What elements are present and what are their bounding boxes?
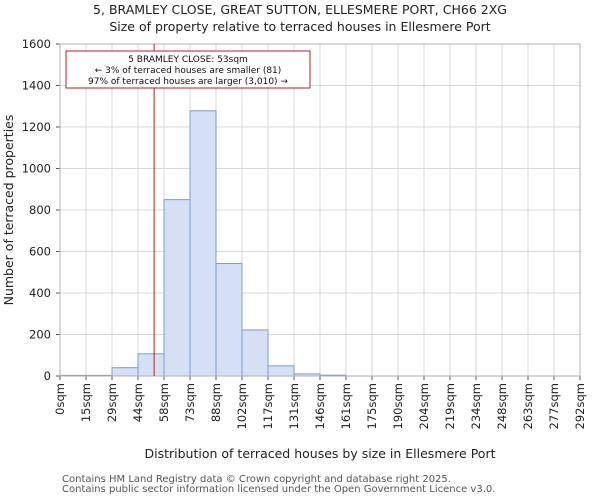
- annotation: 5 BRAMLEY CLOSE: 53sqm ← 3% of terraced …: [65, 50, 311, 89]
- bar: [189, 110, 217, 377]
- bar: [163, 199, 191, 377]
- x-axis-label: Distribution of terraced houses by size …: [145, 446, 496, 461]
- bar: [111, 367, 139, 377]
- y-axis-label: Number of terraced properties: [1, 115, 16, 306]
- annotation-box: [65, 50, 311, 89]
- x-tick-label: 29sqm: [105, 383, 119, 422]
- x-tick-label: 117sqm: [261, 383, 275, 429]
- x-tick-label: 73sqm: [183, 383, 197, 422]
- x-axis: 0sqm 15sqm 29sqm 44sqm 58sqm 73sqm 88sqm 102sqm…: [53, 376, 587, 429]
- y-tick-label: 400: [29, 286, 51, 300]
- bars: [59, 110, 347, 377]
- x-tick-label: 88sqm: [209, 383, 223, 422]
- x-tick-label: 102sqm: [235, 383, 249, 429]
- y-tick-label: 1400: [22, 79, 51, 93]
- plot-frame: [59, 43, 581, 377]
- footer-line-1: Contains HM Land Registry data © Crown c…: [62, 474, 451, 485]
- x-tick-label: 131sqm: [287, 383, 301, 429]
- chart-title: 5, BRAMLEY CLOSE, GREAT SUTTON, ELLESMER…: [93, 2, 507, 17]
- x-tick-label: 58sqm: [157, 383, 171, 422]
- footer-line-2: Contains public sector information licen…: [62, 484, 496, 495]
- x-tick-label: 204sqm: [417, 383, 431, 429]
- bar: [267, 365, 295, 377]
- x-tick-label: 219sqm: [443, 383, 457, 429]
- x-tick-label: 292sqm: [573, 383, 587, 429]
- x-tick-label: 175sqm: [365, 383, 379, 429]
- x-tick-label: 234sqm: [469, 383, 483, 429]
- y-axis: 0 200 400 600 800 1000 1200 1400 1600: [22, 37, 60, 383]
- x-tick-label: 0sqm: [53, 383, 67, 415]
- x-tick-label: 161sqm: [339, 383, 353, 429]
- annotation-line-3: 97% of terraced houses are larger (3,010…: [88, 77, 288, 87]
- y-tick-label: 0: [44, 369, 51, 383]
- y-tick-label: 200: [29, 328, 51, 342]
- x-tick-label: 263sqm: [521, 383, 535, 429]
- bar: [137, 353, 165, 377]
- x-tick-label: 15sqm: [79, 383, 93, 422]
- x-tick-label: 146sqm: [313, 383, 327, 429]
- chart-subtitle: Size of property relative to terraced ho…: [109, 19, 490, 34]
- x-tick-label: 248sqm: [495, 383, 509, 429]
- x-tick-label: 277sqm: [547, 383, 561, 429]
- x-tick-label: 44sqm: [131, 383, 145, 422]
- annotation-line-1: 5 BRAMLEY CLOSE: 53sqm: [128, 55, 248, 65]
- y-tick-label: 1600: [22, 37, 51, 51]
- annotation-line-2: ← 3% of terraced houses are smaller (81): [95, 66, 282, 76]
- x-tick-label: 190sqm: [391, 383, 405, 429]
- y-tick-label: 1000: [22, 162, 51, 176]
- grid: [59, 43, 581, 377]
- bar: [241, 329, 269, 377]
- bar: [215, 263, 243, 377]
- y-tick-label: 1200: [22, 120, 51, 134]
- y-tick-label: 600: [29, 245, 51, 259]
- y-tick-label: 800: [29, 203, 51, 217]
